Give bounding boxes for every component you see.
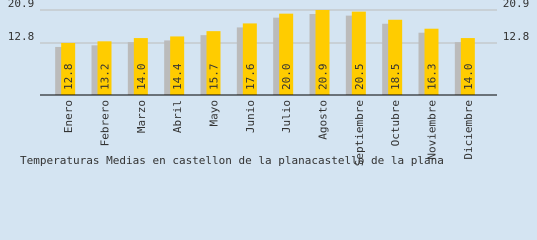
bar (242, 23, 257, 96)
x-tick-label: Agosto (317, 100, 330, 140)
bar (424, 28, 439, 96)
bar (97, 41, 112, 95)
x-tick-label: Noviembre (426, 100, 439, 160)
x-tick-label: Diciembre (462, 100, 475, 160)
x-tick-label: Julio (280, 100, 293, 133)
y-tick-label: 20.9 (8, 0, 35, 10)
x-tick-label: Septiembre (353, 100, 366, 166)
bar (279, 13, 294, 96)
chart: Temperaturas Medias en castellon de la p… (0, 0, 537, 174)
bar (170, 36, 185, 95)
bar (315, 10, 330, 95)
x-tick-label: Junio (244, 100, 257, 133)
y-tick-label-right: 20.9 (503, 0, 530, 10)
value-label: 20.0 (280, 64, 293, 91)
bar (133, 38, 148, 95)
bar (460, 38, 475, 95)
x-tick-label: Febrero (99, 100, 112, 146)
value-label: 12.8 (62, 64, 75, 91)
value-label: 16.3 (426, 64, 439, 91)
value-label: 17.6 (244, 64, 257, 91)
x-tick-label: Abril (171, 100, 184, 133)
x-tick-label: Marzo (135, 100, 148, 133)
bar (61, 42, 76, 95)
background (0, 0, 537, 174)
bar (206, 31, 221, 96)
y-tick-label-right: 12.8 (503, 30, 530, 43)
x-tick-label: Enero (62, 100, 75, 133)
x-tick-label: Octubre (389, 100, 402, 146)
y-tick-label: 12.8 (8, 30, 35, 43)
value-label: 18.5 (389, 64, 402, 91)
value-label: 14.4 (171, 63, 184, 90)
x-tick-label: Mayo (208, 100, 221, 127)
value-label: 15.7 (208, 64, 221, 91)
value-label: 20.5 (353, 64, 366, 91)
value-label: 20.9 (317, 64, 330, 91)
page: Temperaturas Medias en castellon de la p… (0, 0, 537, 174)
value-label: 13.2 (99, 64, 112, 91)
bar (388, 19, 403, 95)
value-label: 14.0 (135, 64, 148, 91)
chart-title: Temperaturas Medias en castellon de la p… (20, 154, 444, 167)
bar (351, 11, 366, 96)
value-label: 14.0 (462, 64, 475, 91)
